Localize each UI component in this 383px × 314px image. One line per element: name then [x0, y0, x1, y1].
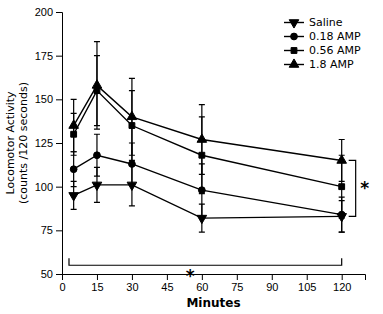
- tick-label: 120: [333, 281, 351, 293]
- tick-label: 90: [266, 281, 278, 293]
- tick-label: 105: [298, 281, 316, 293]
- point: [92, 80, 102, 88]
- tick-mark: [132, 274, 133, 280]
- tick-label: 15: [91, 281, 103, 293]
- tick: 200: [35, 6, 62, 18]
- point: [69, 193, 79, 201]
- error-bar: [71, 152, 77, 187]
- y-axis-line: [56, 13, 63, 275]
- legend-symbol: [289, 20, 299, 28]
- legend-item: Saline: [284, 16, 343, 29]
- x-axis: 0 15 30 45 60 75 90 105 120: [59, 274, 365, 293]
- tick: 175: [35, 50, 62, 62]
- point: [94, 152, 101, 159]
- y-axis: 50 75 100 125 150 175 200: [35, 6, 63, 280]
- legend-label: 0.56 AMP: [309, 44, 361, 57]
- significance-bracket: [349, 160, 356, 216]
- point: [197, 134, 207, 142]
- tick-mark: [202, 274, 203, 280]
- legend-item: 0.56 AMP: [284, 44, 361, 57]
- tick-mark: [307, 274, 308, 280]
- significance-bracket: [69, 258, 342, 265]
- series: [69, 164, 347, 232]
- annotation: *: [186, 266, 195, 286]
- chart: 0 15 30 45 60 75 90 105 120 50 75 100 125 150 175 200 Mi…: [0, 0, 383, 314]
- y-axis-title: Locomotor Activity(counts /120 seconds): [4, 82, 30, 204]
- legend-symbol: [291, 33, 298, 40]
- tick: 30: [126, 274, 138, 293]
- series: [69, 42, 347, 182]
- legend-item: 0.18 AMP: [284, 30, 361, 43]
- tick: 75: [41, 224, 62, 236]
- legend-symbol: [289, 59, 299, 67]
- tick-mark: [56, 56, 62, 57]
- point: [69, 120, 79, 128]
- tick-mark: [167, 274, 168, 280]
- tick-label: 200: [35, 6, 53, 18]
- point: [70, 166, 77, 173]
- point: [92, 182, 102, 190]
- legend-label: 0.18 AMP: [309, 30, 361, 43]
- series-line: [74, 85, 342, 160]
- series-line: [74, 155, 342, 214]
- tick-label: 100: [35, 181, 53, 193]
- error-bar: [94, 134, 100, 176]
- x-axis-title: Minutes: [186, 296, 240, 310]
- tick-mark: [56, 143, 62, 144]
- legend-label: 1.8 AMP: [309, 58, 354, 71]
- tick-label: 30: [126, 281, 138, 293]
- tick-mark: [56, 230, 62, 231]
- tick-label: 125: [35, 137, 53, 149]
- x-axis-line: [63, 275, 366, 281]
- legend: Saline0.18 AMP0.56 AMP1.8 AMP: [284, 16, 361, 71]
- annotations: **: [69, 160, 369, 285]
- tick-label: 0: [59, 281, 65, 293]
- tick-label: 75: [41, 224, 53, 236]
- tick: 150: [35, 93, 62, 105]
- annotation: *: [360, 178, 369, 198]
- plot-area: 0 15 30 45 60 75 90 105 120 50 75 100 125 150 175 200 Mi…: [4, 6, 369, 310]
- tick-mark: [56, 99, 62, 100]
- legend-symbol: [291, 48, 297, 54]
- point: [339, 184, 345, 190]
- point: [129, 161, 136, 168]
- tick-label: 150: [35, 93, 53, 105]
- tick: 75: [231, 274, 243, 293]
- tick: 60: [196, 274, 208, 293]
- tick-label: 50: [41, 268, 53, 280]
- tick-label: 75: [231, 281, 243, 293]
- series: [70, 134, 345, 232]
- tick: 120: [333, 274, 351, 293]
- tick: 125: [35, 137, 62, 149]
- tick-mark: [97, 274, 98, 280]
- tick-mark: [342, 274, 343, 280]
- tick: 45: [161, 274, 173, 293]
- marks: [69, 42, 347, 232]
- series-line: [74, 185, 342, 218]
- point: [127, 111, 137, 119]
- tick: 50: [41, 268, 62, 280]
- point: [337, 155, 347, 163]
- tick: 0: [59, 274, 65, 293]
- tick-mark: [56, 274, 62, 275]
- legend-label: Saline: [309, 16, 343, 29]
- series: [71, 56, 345, 218]
- y-axis-title-line: Locomotor Activity: [4, 91, 17, 195]
- tick-label: 60: [196, 281, 208, 293]
- tick: 15: [91, 274, 103, 293]
- tick-mark: [237, 274, 238, 280]
- series-line: [74, 91, 342, 187]
- tick-mark: [56, 187, 62, 188]
- tick: 100: [35, 181, 62, 193]
- tick: 105: [298, 274, 316, 293]
- legend-item: 1.8 AMP: [284, 58, 354, 71]
- tick: 90: [266, 274, 278, 293]
- tick-mark: [272, 274, 273, 280]
- tick-mark: [56, 12, 62, 13]
- tick-label: 45: [161, 281, 173, 293]
- y-axis-title-line: (counts /120 seconds): [17, 82, 30, 204]
- tick-label: 175: [35, 50, 53, 62]
